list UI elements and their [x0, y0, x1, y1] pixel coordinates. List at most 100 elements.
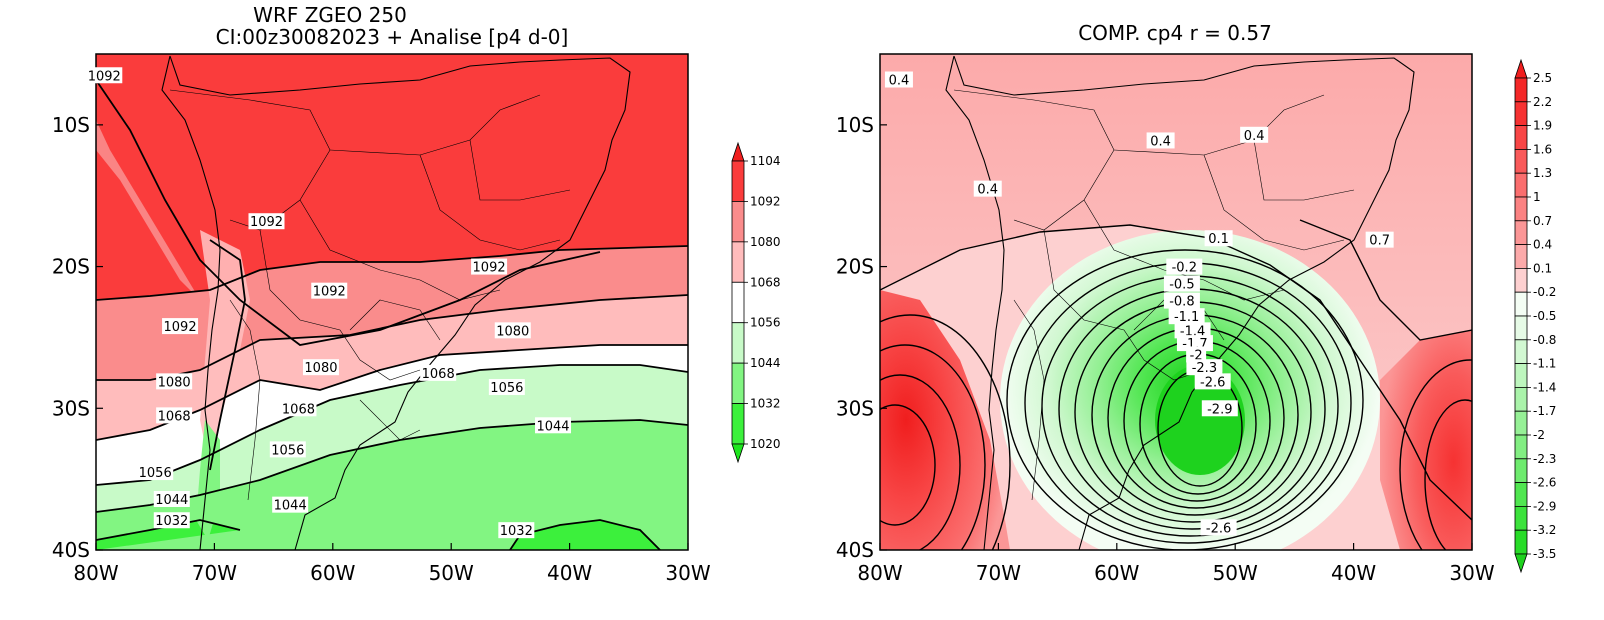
colorbar-label: -3.5	[1533, 547, 1556, 561]
contour-label-bg	[162, 318, 199, 335]
colorbar-label: -1.4	[1533, 380, 1556, 394]
y-tick-label: 10S	[836, 113, 874, 137]
left-map-fills	[96, 54, 688, 550]
left-title-line2: CI:00z30082023 + Analise [p4 d-0]	[216, 25, 569, 49]
colorbar-label: -0.5	[1533, 309, 1556, 323]
colorbar-label: -3.2	[1533, 523, 1556, 537]
contour-label: 0.4	[977, 183, 998, 198]
contour-label: 1080	[158, 375, 191, 390]
contour-label: 1032	[155, 514, 188, 529]
contour-label-bg	[137, 464, 174, 481]
colorbar-label: 1092	[750, 194, 781, 208]
contour-label: 1056	[271, 443, 304, 458]
colorbar-segment	[1514, 339, 1528, 364]
contour-label-bg	[1201, 400, 1238, 417]
colorbar-segment	[1514, 315, 1528, 341]
contour-label-bg	[1163, 292, 1200, 309]
colorbar-segment	[1514, 386, 1528, 412]
left-coastlines	[161, 55, 631, 550]
y-tick-label: 30S	[836, 396, 874, 420]
colorbar-label: -2.6	[1533, 476, 1556, 490]
contour-label-bg	[471, 258, 508, 275]
colorbar-arrow-bottom	[731, 443, 745, 464]
colorbar-segment	[1514, 363, 1528, 388]
colorbar-segment	[1514, 291, 1528, 317]
contour-label: 1092	[164, 320, 197, 335]
colorbar-arrow-bottom	[1514, 553, 1528, 574]
contour-label-bg	[1200, 519, 1237, 536]
colorbar-segment	[1514, 148, 1528, 174]
contour-label: -1.1	[1174, 310, 1199, 325]
x-tick-label: 40W	[547, 561, 592, 585]
colorbar-label: 1080	[750, 235, 781, 249]
contour-label: 0.7	[1369, 234, 1390, 249]
colorbar-label: -2	[1533, 428, 1545, 442]
contour-label-bg	[498, 522, 535, 539]
contour-label: -2.6	[1206, 521, 1231, 536]
contour-label-bg	[1186, 359, 1223, 376]
contour-label: 1044	[274, 499, 307, 514]
colorbar-segment	[1514, 220, 1528, 246]
x-tick-label: 80W	[73, 561, 118, 585]
contour-label: 1068	[158, 409, 191, 424]
contour-label: -2.6	[1200, 375, 1225, 390]
colorbar-segment	[1514, 267, 1528, 293]
contour-label: -2.3	[1192, 361, 1217, 376]
colorbar-segment	[731, 403, 745, 445]
colorbar-label: 1044	[750, 356, 781, 370]
contour-label: -0.8	[1169, 295, 1194, 310]
contour-label: -0.5	[1169, 278, 1194, 293]
contour-label: 1092	[88, 69, 121, 84]
colorbar-label: 0.4	[1533, 238, 1552, 252]
colorbar-segment	[1514, 410, 1528, 436]
contour-label: -2.9	[1207, 402, 1232, 417]
colorbar-label: 1.3	[1533, 166, 1552, 180]
colorbar-label: 0.7	[1533, 214, 1552, 228]
colorbar-label: 1068	[750, 275, 781, 289]
colorbar-segment	[1514, 458, 1528, 483]
x-tick-label: 60W	[310, 561, 355, 585]
left-panel: WRF ZGEO 250 CI:00z30082023 + Analise [p…	[52, 3, 781, 585]
contour-label: 0.4	[1244, 129, 1265, 144]
contour-label-bg	[1168, 308, 1205, 325]
colorbar-label: 1	[1533, 190, 1541, 204]
contour-label-bg	[973, 180, 1002, 197]
left-contour-labels: 1092 1092 1092 1092 1092 1080 1080 1080 1068 1068…	[86, 67, 572, 539]
colorbar-segment	[731, 362, 745, 404]
contour-label: 1068	[282, 402, 315, 417]
contour-label-bg	[272, 496, 309, 513]
colorbar-segment	[1514, 101, 1528, 127]
colorbar-segment	[731, 201, 745, 243]
contour-label-bg	[488, 379, 525, 396]
contour-label-bg	[311, 282, 348, 299]
colorbar-arrow-top	[1514, 58, 1528, 79]
x-tick-label: 50W	[429, 561, 474, 585]
contour-label-bg	[1365, 231, 1394, 248]
colorbar-segment	[731, 241, 745, 283]
contour-label: 0.1	[1208, 232, 1229, 247]
colorbar-segment	[1514, 434, 1528, 460]
right-colorbar: 2.5 2.2 1.9 1.6 1.3 1 0.7 0.4 0.1 -0.2 -0.5 -0.8 -1.…	[1514, 58, 1556, 574]
contour-label: 1080	[304, 361, 337, 376]
colorbar-segment	[1514, 196, 1528, 222]
contour-label-bg	[248, 213, 285, 230]
contour-label: 1092	[313, 285, 346, 300]
right-title: COMP. cp4 r = 0.57	[1078, 21, 1272, 45]
x-tick-label: 30W	[1449, 561, 1494, 585]
contour-label: 1092	[250, 215, 283, 230]
x-tick-label: 50W	[1213, 561, 1258, 585]
contour-label: -0.2	[1172, 261, 1197, 276]
colorbar-label: -0.2	[1533, 285, 1556, 299]
contour-label-bg	[269, 441, 306, 458]
colorbar-label: 2.2	[1533, 95, 1552, 109]
right-axis-ticks: 80W 70W 60W 50W 40W 30W 10S 20S 30S 40S	[836, 113, 1495, 585]
colorbar-label: 1032	[750, 397, 781, 411]
right-panel: COMP. cp4 r = 0.57	[836, 21, 1557, 585]
colorbar-segment	[1514, 505, 1528, 531]
contour-label: 1044	[536, 419, 569, 434]
x-tick-label: 80W	[857, 561, 902, 585]
contour-label-bg	[153, 490, 190, 507]
contour-label-bg	[280, 400, 317, 417]
y-tick-label: 40S	[52, 538, 90, 562]
y-tick-label: 20S	[836, 255, 874, 279]
